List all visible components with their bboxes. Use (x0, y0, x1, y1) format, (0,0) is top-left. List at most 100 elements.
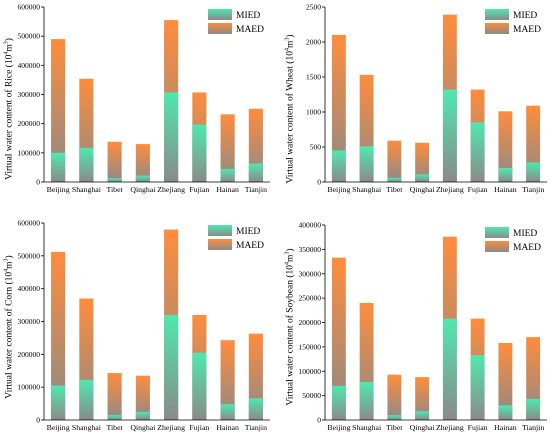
x-tick-label: Hainan (494, 185, 517, 194)
bar-mied-soybean-tibet (387, 415, 402, 420)
y-tick-label: 0 (36, 416, 40, 425)
y-tick-label: 50000 (302, 391, 321, 400)
bar-mied-wheat-tibet (387, 177, 402, 182)
legend-label-mied: MIED (513, 229, 537, 239)
y-tick-label: 500 (310, 143, 322, 152)
y-tick-label: 2500 (306, 3, 321, 12)
chart-svg-soybean: Beijing Shanghai Tibet Qinghai Zhejiang Fujia… (299, 221, 547, 432)
bar-maed-rice-tibet (107, 141, 122, 182)
x-tick-label: Tianjin (245, 185, 267, 194)
x-tick-label: Fujian (189, 423, 209, 432)
bar-mied-rice-fujian (192, 124, 207, 182)
bar-mied-corn-tianjin (248, 398, 263, 420)
x-tick-label: Zhejiang (436, 423, 464, 432)
bar-mied-wheat-zhejiang (442, 89, 457, 182)
bar-maed-soybean-tibet (387, 374, 402, 420)
bar-maed-wheat-qinghai (415, 142, 430, 182)
bar-mied-corn-zhejiang (164, 314, 179, 420)
y-tick-label: 0 (317, 416, 321, 425)
y-tick-label: 600000 (18, 3, 41, 12)
x-tick-label: Beijing (327, 185, 350, 194)
bar-maed-wheat-hainan (498, 111, 513, 182)
bar-mied-rice-zhejiang (164, 92, 179, 182)
x-tick-label: Zhejiang (157, 423, 185, 432)
bar-mied-soybean-tianjin (526, 399, 541, 420)
y-tick-label: 2000 (306, 38, 321, 47)
legend-swatch-mied (208, 9, 232, 20)
legend-label-maed: MAED (236, 241, 264, 251)
y-tick-label: 100000 (18, 148, 41, 157)
y-tick-label: 250000 (299, 294, 322, 303)
legend-swatch-maed (485, 23, 509, 34)
x-tick-label: Shanghai (352, 185, 382, 194)
bar-mied-rice-beijing (51, 152, 66, 182)
legend-label-mied: MIED (236, 11, 260, 21)
legend-label-mied: MIED (236, 227, 260, 237)
bar-mied-rice-qinghai (135, 175, 150, 182)
chart-panel-soybean: Virtual water content of Soybean (104m3)… (275, 218, 550, 435)
y-tick-label: 0 (36, 178, 40, 187)
y-tick-label: 400000 (18, 61, 41, 70)
legend-label-maed: MAED (513, 243, 541, 253)
y-tick-label: 200000 (18, 119, 41, 128)
legend-label-maed: MAED (513, 25, 541, 35)
y-tick-label: 200000 (18, 350, 41, 359)
chart-panel-wheat: Virtual water content of Wheat (104m3) B… (275, 0, 550, 217)
bar-maed-soybean-qinghai (415, 377, 430, 420)
bar-maed-rice-qinghai (135, 144, 150, 182)
bar-maed-corn-qinghai (135, 375, 150, 420)
bar-maed-rice-hainan (220, 114, 235, 182)
bar-mied-corn-shanghai (79, 379, 94, 420)
bar-mied-soybean-zhejiang (442, 318, 457, 420)
legend-label-mied: MIED (513, 11, 537, 21)
bar-maed-soybean-hainan (498, 342, 513, 420)
x-tick-label: Zhejiang (157, 185, 185, 194)
bar-mied-corn-tibet (107, 415, 122, 420)
x-tick-label: Tianjin (245, 423, 267, 432)
x-tick-label: Tianjin (522, 423, 544, 432)
bar-maed-corn-hainan (220, 340, 235, 420)
y-tick-label: 300000 (299, 269, 322, 278)
bar-maed-corn-tibet (107, 373, 122, 420)
bar-mied-corn-beijing (51, 385, 66, 420)
x-tick-label: Shanghai (72, 185, 102, 194)
bar-mied-rice-tibet (107, 178, 122, 182)
x-tick-label: Fujian (189, 185, 209, 194)
bar-mied-soybean-qinghai (415, 411, 430, 420)
x-tick-label: Fujian (468, 185, 488, 194)
legend-swatch-maed (208, 23, 232, 34)
y-tick-label: 400000 (18, 284, 41, 293)
legend-swatch-mied (485, 227, 509, 238)
x-tick-label: Tibet (107, 185, 124, 194)
x-tick-label: Zhejiang (436, 185, 464, 194)
legend-swatch-mied (208, 225, 232, 236)
y-tick-label: 600000 (18, 219, 41, 228)
bar-maed-soybean-beijing (331, 257, 346, 420)
y-tick-label: 350000 (299, 245, 322, 254)
y-tick-label: 100000 (18, 383, 41, 392)
bar-mied-wheat-shanghai (359, 146, 374, 182)
bar-mied-corn-fujian (192, 352, 207, 420)
bar-mied-soybean-shanghai (359, 381, 374, 420)
y-tick-label: 0 (317, 178, 321, 187)
x-tick-label: Beijing (47, 185, 70, 194)
y-tick-label: 150000 (299, 342, 322, 351)
x-tick-label: Fujian (468, 423, 488, 432)
y-tick-label: 300000 (18, 90, 41, 99)
bar-mied-wheat-beijing (331, 150, 346, 182)
chart-panel-rice: Virtual water content of Rice (104m3) Be… (0, 0, 275, 217)
bar-mied-soybean-fujian (470, 355, 485, 420)
bar-mied-rice-tianjin (248, 163, 263, 182)
legend-label-maed: MAED (236, 25, 264, 35)
chart-panel-corn: Virtual water content of Corn (104m3) Be… (0, 218, 275, 435)
x-tick-label: Tibet (386, 423, 403, 432)
legend-swatch-maed (208, 239, 232, 250)
y-tick-label: 1000 (306, 108, 321, 117)
x-tick-label: Hainan (494, 423, 517, 432)
y-tick-label: 400000 (299, 221, 322, 230)
legend-swatch-maed (485, 241, 509, 252)
x-tick-label: Qinghai (410, 423, 436, 432)
x-tick-label: Shanghai (352, 423, 382, 432)
bar-mied-corn-hainan (220, 404, 235, 420)
x-tick-label: Beijing (47, 423, 70, 432)
